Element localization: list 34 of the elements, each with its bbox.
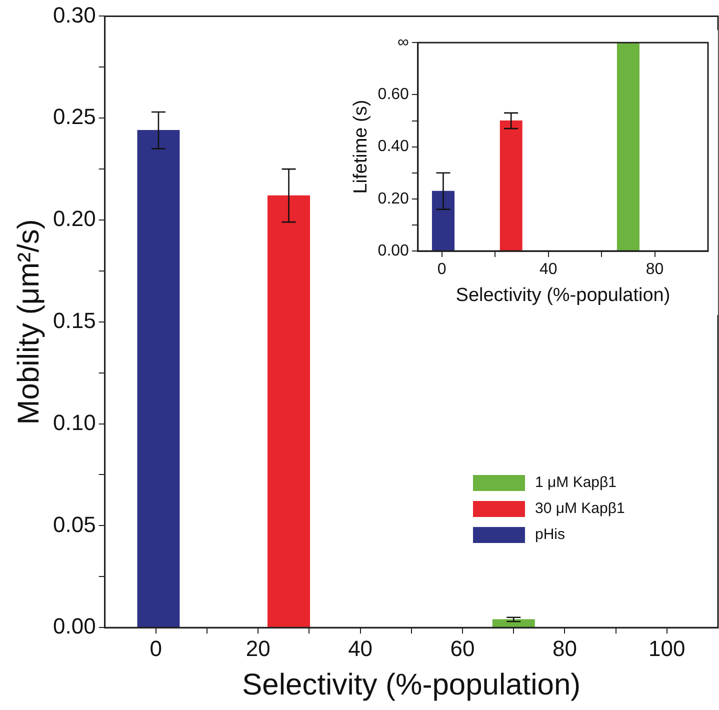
- y-tick-label: 0.40: [378, 138, 410, 156]
- x-tick-label: 80: [552, 636, 577, 661]
- y-tick-label: ∞: [398, 34, 409, 52]
- y-tick-label: 0.05: [52, 512, 96, 537]
- x-tick-label: 40: [539, 261, 558, 278]
- bar: [616, 42, 640, 250]
- legend-label: 30 μM Kapβ1: [535, 500, 625, 518]
- bar: [500, 120, 522, 250]
- y-tick-label: 0.25: [52, 104, 96, 130]
- y-tick-label: 0.10: [52, 410, 96, 435]
- y-axis-title: Lifetime (s): [350, 100, 372, 194]
- x-tick-label: 60: [450, 636, 475, 661]
- bar: [432, 190, 455, 250]
- x-tick-label: 0: [150, 636, 162, 661]
- y-tick-label: 0.15: [52, 308, 96, 333]
- x-tick-label: 0: [437, 261, 446, 278]
- x-axis-title: Selectivity (%-population): [456, 284, 670, 306]
- x-tick-label: 100: [648, 636, 686, 661]
- y-tick-label: 0.20: [378, 190, 410, 208]
- x-tick-label: 80: [646, 261, 664, 278]
- bar: [267, 195, 310, 628]
- y-tick-label: 0.00: [378, 242, 410, 260]
- x-tick-label: 40: [348, 636, 373, 661]
- legend-label: 1 μM Kapβ1: [535, 474, 616, 492]
- y-tick-label: 0.30: [52, 2, 96, 28]
- x-axis-title: Selectivity (%-population): [242, 668, 581, 702]
- bar: [492, 619, 535, 628]
- y-tick-label: 0.60: [378, 86, 410, 104]
- legend-label: pHis: [535, 526, 566, 544]
- y-axis-title: Mobility (μm²/s): [12, 219, 46, 425]
- bar: [137, 130, 180, 628]
- y-tick-label: 0.00: [52, 614, 96, 639]
- y-tick-label: 0.20: [52, 206, 96, 232]
- x-tick-label: 20: [246, 636, 270, 661]
